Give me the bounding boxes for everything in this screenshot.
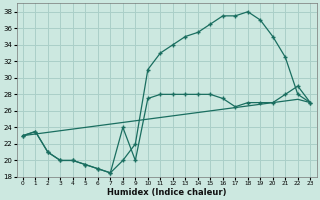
X-axis label: Humidex (Indice chaleur): Humidex (Indice chaleur) (107, 188, 226, 197)
